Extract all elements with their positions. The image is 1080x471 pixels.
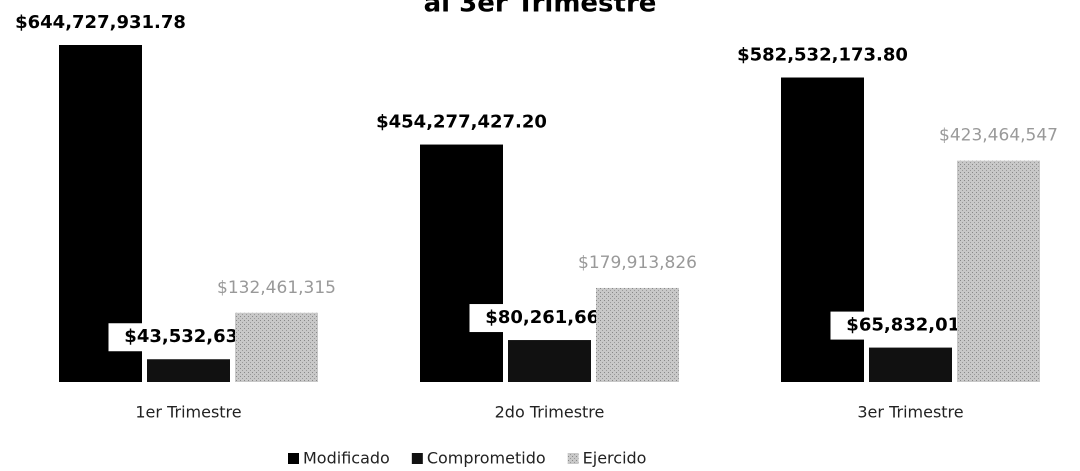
bar [869, 347, 952, 382]
bar [147, 359, 230, 382]
legend-swatch [411, 453, 423, 464]
legend-label: Modificado [303, 449, 390, 468]
bar [596, 287, 679, 382]
bar [235, 312, 318, 382]
bar [420, 144, 503, 382]
bar [508, 340, 591, 382]
value-label: $80,261,660 [485, 307, 611, 328]
value-label: $43,532,635 [124, 326, 250, 347]
legend-swatch [567, 453, 579, 464]
value-label: $644,727,931.78 [15, 12, 186, 33]
value-label: $423,464,547 [939, 126, 1058, 146]
value-label: $454,277,427.20 [376, 112, 547, 133]
legend-label: Comprometido [427, 449, 546, 468]
legend-label: Ejercido [583, 449, 647, 468]
value-label: $132,461,315 [217, 278, 336, 298]
x-tick-label: 3er Trimestre [857, 403, 963, 422]
value-label: $582,532,173.80 [737, 45, 908, 66]
value-label: $65,832,010 [846, 315, 972, 336]
bar [957, 160, 1040, 382]
x-tick-label: 2do Trimestre [495, 403, 605, 422]
chart-title: al 3er Trimestre [424, 0, 657, 19]
value-label: $179,913,826 [578, 253, 697, 273]
legend-swatch [288, 453, 299, 464]
x-tick-label: 1er Trimestre [135, 403, 241, 422]
